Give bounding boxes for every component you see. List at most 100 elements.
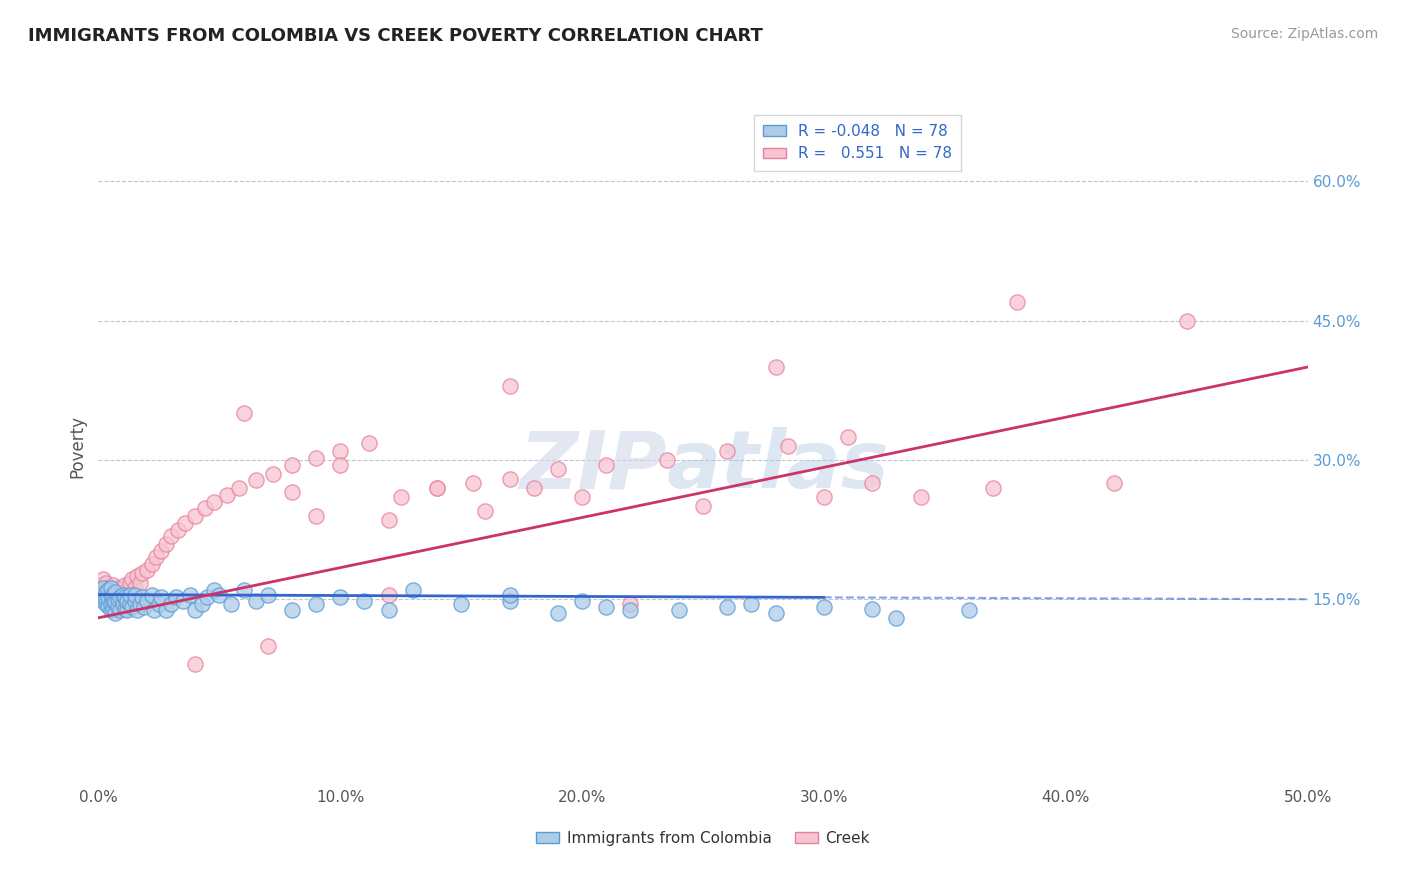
Point: [426, 481, 449, 495]
Point: [131, 566, 153, 581]
Point: [498, 378, 520, 392]
Point: [114, 591, 136, 605]
Point: [194, 501, 217, 516]
Point: [111, 584, 134, 599]
Point: [141, 588, 163, 602]
Point: [571, 594, 593, 608]
Point: [655, 453, 678, 467]
Point: [160, 597, 183, 611]
Point: [245, 474, 267, 488]
Point: [498, 471, 520, 485]
Point: [245, 594, 267, 608]
Point: [172, 594, 194, 608]
Point: [377, 603, 399, 617]
Point: [547, 606, 569, 620]
Point: [329, 591, 352, 605]
Point: [167, 523, 190, 537]
Point: [208, 588, 231, 602]
Point: [94, 592, 117, 607]
Point: [256, 588, 278, 602]
Point: [108, 591, 131, 605]
Point: [94, 575, 117, 590]
Point: [232, 582, 254, 597]
Point: [305, 451, 328, 466]
Point: [97, 582, 120, 597]
Point: [100, 584, 122, 599]
Point: [860, 476, 883, 491]
Point: [191, 597, 214, 611]
Point: [184, 603, 207, 617]
Point: [256, 639, 278, 653]
Point: [100, 581, 122, 595]
Point: [141, 557, 163, 571]
Point: [131, 591, 153, 605]
Point: [668, 603, 690, 617]
Point: [305, 597, 328, 611]
Point: [165, 591, 187, 605]
Point: [114, 601, 136, 615]
Point: [134, 599, 156, 614]
Point: [910, 490, 932, 504]
Point: [143, 603, 166, 617]
Point: [221, 597, 243, 611]
Point: [595, 458, 617, 472]
Point: [128, 597, 150, 611]
Point: [111, 597, 134, 611]
Point: [837, 430, 859, 444]
Point: [389, 490, 412, 504]
Point: [94, 597, 117, 611]
Point: [740, 597, 762, 611]
Point: [215, 488, 238, 502]
Point: [101, 591, 124, 605]
Point: [595, 599, 617, 614]
Point: [90, 588, 112, 602]
Point: [101, 578, 124, 592]
Point: [886, 611, 908, 625]
Point: [104, 588, 127, 602]
Point: [111, 597, 134, 611]
Point: [402, 582, 425, 597]
Point: [1007, 295, 1029, 310]
Point: [114, 578, 136, 592]
Point: [108, 603, 131, 617]
Point: [97, 591, 120, 605]
Point: [195, 591, 218, 605]
Point: [117, 603, 139, 617]
Point: [523, 481, 546, 495]
Point: [765, 606, 787, 620]
Point: [97, 594, 120, 608]
Point: [127, 569, 149, 583]
Point: [329, 443, 352, 458]
Point: [100, 597, 122, 611]
Point: [135, 562, 157, 576]
Point: [108, 591, 131, 605]
Point: [450, 597, 472, 611]
Point: [90, 578, 112, 592]
Point: [981, 481, 1004, 495]
Point: [426, 481, 449, 495]
Point: [124, 581, 146, 595]
Point: [97, 599, 120, 613]
Point: [100, 588, 122, 602]
Point: [498, 588, 520, 602]
Point: [281, 603, 304, 617]
Text: ZIP: ZIP: [519, 427, 666, 506]
Point: [619, 603, 641, 617]
Point: [204, 494, 226, 508]
Point: [155, 536, 177, 550]
Point: [498, 594, 520, 608]
Point: [118, 575, 141, 590]
Point: [91, 572, 114, 586]
Point: [813, 599, 835, 614]
Point: [104, 606, 127, 620]
Point: [107, 599, 129, 614]
Point: [377, 513, 399, 527]
Point: [1175, 313, 1198, 327]
Y-axis label: Poverty: Poverty: [69, 415, 87, 477]
Point: [128, 575, 150, 590]
Point: [150, 591, 173, 605]
Point: [148, 597, 170, 611]
Point: [150, 544, 173, 558]
Point: [101, 588, 124, 602]
Point: [232, 407, 254, 421]
